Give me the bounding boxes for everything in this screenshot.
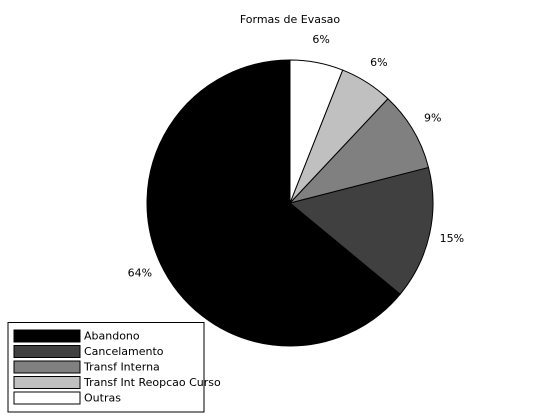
- legend-swatch: [13, 391, 81, 405]
- legend-label: Outras: [84, 392, 121, 405]
- slice-label: 15%: [440, 232, 464, 245]
- pie-slice: [289, 59, 344, 204]
- legend-label: Transf Interna: [83, 361, 160, 374]
- legend-label: Abandono: [84, 330, 140, 343]
- legend-label: Transf Int Reopcao Curso: [83, 376, 221, 389]
- legend-swatch: [13, 360, 81, 374]
- legend-swatch: [13, 376, 81, 389]
- legend-swatch: [13, 345, 81, 358]
- pie-slice: [146, 59, 401, 347]
- legend-swatch: [13, 329, 81, 343]
- slice-label: 64%: [128, 267, 152, 280]
- pie-slice: [288, 98, 430, 204]
- slice-label: 9%: [424, 112, 441, 125]
- chart-title: Formas de Evasao: [240, 13, 341, 26]
- pie-slice: [288, 166, 434, 295]
- slice-label: 6%: [370, 56, 387, 69]
- legend-label: Cancelamento: [84, 345, 164, 358]
- slice-label: 6%: [312, 33, 329, 46]
